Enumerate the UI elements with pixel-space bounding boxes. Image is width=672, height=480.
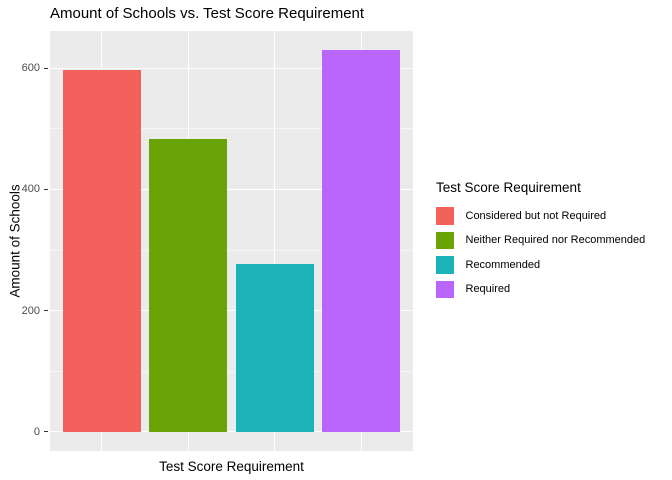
gridline-minor <box>50 249 413 251</box>
plot-panel <box>50 31 413 451</box>
y-tick-mark <box>44 431 48 433</box>
legend-item: Recommended <box>436 256 645 274</box>
gridline-major-y <box>50 310 413 312</box>
y-axis-title: Amount of Schools <box>7 184 23 298</box>
legend-swatch-icon <box>436 256 454 274</box>
legend-label: Required <box>465 283 511 296</box>
y-tick-mark <box>44 67 48 69</box>
bar-required <box>322 50 401 432</box>
legend-title: Test Score Requirement <box>436 180 581 195</box>
legend-item: Considered but not Required <box>436 207 645 225</box>
legend-swatch-icon <box>436 207 454 225</box>
chart-title: Amount of Schools vs. Test Score Require… <box>50 5 365 22</box>
gridline-minor <box>50 128 413 130</box>
gridline-major-y <box>50 431 413 433</box>
bar-considered-but-not-required <box>62 69 141 432</box>
y-tick-label: 200 <box>21 304 40 317</box>
y-tick-mark <box>44 188 48 190</box>
legend-label: Neither Required nor Recommended <box>465 234 646 247</box>
bar-neither-required-nor-recommended <box>149 138 228 432</box>
legend-item: Neither Required nor Recommended <box>436 231 646 249</box>
legend-swatch-icon <box>436 231 454 249</box>
legend-label: Recommended <box>465 258 541 271</box>
legend-swatch-icon <box>436 280 454 298</box>
legend: Test Score Requirement Considered but no… <box>436 179 645 305</box>
y-tick-label: 0 <box>33 425 40 438</box>
legend-label: Considered but not Required <box>465 209 607 222</box>
legend-item: Required <box>436 280 645 298</box>
gridline-major-y <box>50 67 413 69</box>
y-tick-label: 600 <box>21 62 40 75</box>
y-tick-mark <box>44 310 48 312</box>
legend-item-list: Considered but not Required Neither Requi… <box>436 207 645 298</box>
bar-recommended <box>235 264 314 432</box>
gridline-major-y <box>50 188 413 190</box>
x-axis-title: Test Score Requirement <box>159 459 304 474</box>
gridline-major-x <box>274 31 276 451</box>
y-tick-label: 400 <box>21 183 40 196</box>
gridline-minor <box>50 370 413 372</box>
